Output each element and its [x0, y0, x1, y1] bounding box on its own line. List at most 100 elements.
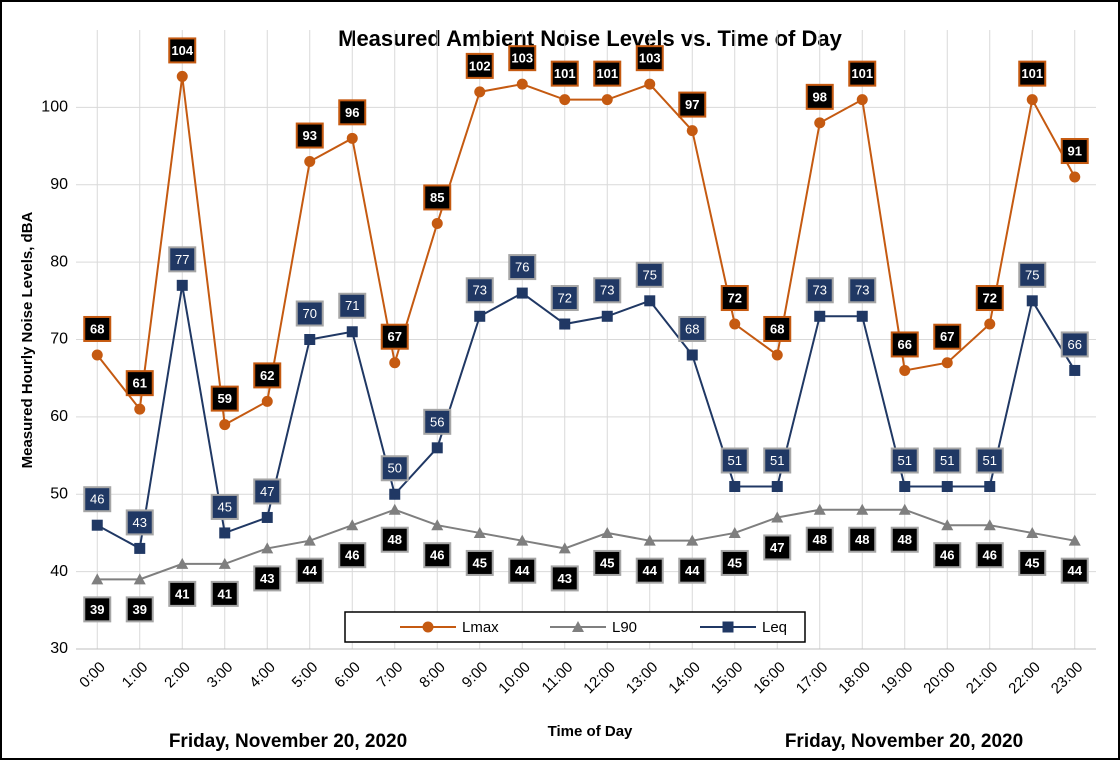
data-label-box: [678, 557, 707, 584]
data-label-box: [83, 596, 112, 623]
data-label: 46: [983, 548, 997, 563]
marker: [474, 310, 486, 322]
y-tick-label: 30: [50, 640, 68, 657]
marker: [941, 357, 953, 369]
data-label-box: [763, 534, 792, 561]
marker: [856, 94, 868, 106]
data-label-box: [465, 549, 494, 576]
marker: [941, 481, 953, 493]
data-label-box: [635, 261, 664, 288]
data-label: 71: [345, 298, 359, 313]
marker: [303, 534, 316, 546]
data-label-box: [763, 315, 792, 342]
data-label-box: [550, 60, 579, 87]
marker: [134, 403, 146, 415]
marker: [1026, 526, 1039, 538]
data-label: 72: [558, 290, 572, 305]
data-label: 39: [90, 602, 104, 617]
marker: [983, 519, 996, 531]
data-label-box: [975, 447, 1004, 474]
data-label: 102: [469, 58, 491, 73]
marker: [304, 334, 316, 345]
data-label: 51: [940, 453, 954, 468]
legend-label: Lmax: [462, 619, 499, 636]
data-label: 56: [430, 414, 444, 429]
data-label-box: [805, 83, 834, 110]
data-label-box: [848, 277, 877, 304]
data-label-box: [168, 580, 197, 607]
marker: [474, 86, 486, 98]
data-label-box: [295, 300, 324, 327]
marker: [899, 481, 911, 493]
marker: [422, 621, 434, 633]
marker: [91, 519, 103, 531]
data-label-box: [295, 122, 324, 149]
data-label-box: [933, 447, 962, 474]
data-label: 48: [855, 532, 869, 547]
marker: [431, 519, 444, 531]
marker: [601, 310, 613, 322]
marker: [941, 519, 954, 531]
data-label: 70: [303, 306, 317, 321]
series-line: [96, 285, 1076, 550]
marker: [346, 326, 358, 338]
data-label-box: [465, 277, 494, 304]
data-label-box: [338, 99, 367, 126]
data-label: 62: [260, 368, 274, 383]
marker: [814, 310, 826, 322]
marker: [899, 364, 911, 376]
data-label-box: [210, 493, 239, 520]
marker: [304, 156, 316, 168]
marker: [388, 503, 401, 515]
data-label: 66: [1068, 337, 1082, 352]
data-label-box: [593, 549, 622, 576]
data-label-box: [168, 37, 197, 64]
data-label: 73: [855, 283, 869, 298]
marker: [431, 442, 443, 454]
data-label-box: [1018, 261, 1047, 288]
data-label-box: [720, 285, 749, 312]
data-label: 48: [388, 532, 402, 547]
data-label-box: [125, 370, 154, 397]
data-label: 46: [90, 492, 104, 507]
data-label: 47: [260, 484, 274, 499]
marker: [431, 217, 443, 229]
data-label-box: [678, 315, 707, 342]
marker: [856, 503, 869, 515]
data-label-box: [890, 331, 919, 358]
data-label-box: [1018, 60, 1047, 87]
data-label-box: [125, 596, 154, 623]
data-label: 73: [473, 283, 487, 298]
legend-label: Leq: [762, 619, 787, 636]
y-tick-label: 40: [50, 563, 68, 580]
marker: [389, 357, 401, 369]
data-label: 45: [218, 499, 232, 514]
marker: [1026, 94, 1038, 106]
y-tick-label: 60: [50, 408, 68, 425]
data-label: 101: [851, 66, 873, 81]
data-label-box: [550, 285, 579, 312]
marker: [176, 70, 188, 82]
marker: [516, 534, 529, 546]
marker: [771, 511, 784, 523]
data-label: 51: [728, 453, 742, 468]
data-label: 44: [515, 563, 530, 578]
data-label-box: [295, 557, 324, 584]
data-label: 98: [813, 89, 827, 104]
data-label-box: [933, 542, 962, 569]
data-label: 103: [511, 51, 533, 66]
data-label: 61: [133, 376, 147, 391]
data-label-box: [720, 549, 749, 576]
note: Friday, November 20, 2020: [169, 731, 407, 752]
data-label-box: [508, 557, 537, 584]
marker: [644, 295, 656, 307]
data-label-box: [338, 542, 367, 569]
marker: [346, 519, 359, 531]
data-label-box: [848, 526, 877, 553]
data-label-box: [805, 526, 834, 553]
marker: [559, 318, 571, 330]
data-label: 101: [596, 66, 618, 81]
data-label: 59: [218, 391, 232, 406]
marker: [473, 526, 486, 538]
